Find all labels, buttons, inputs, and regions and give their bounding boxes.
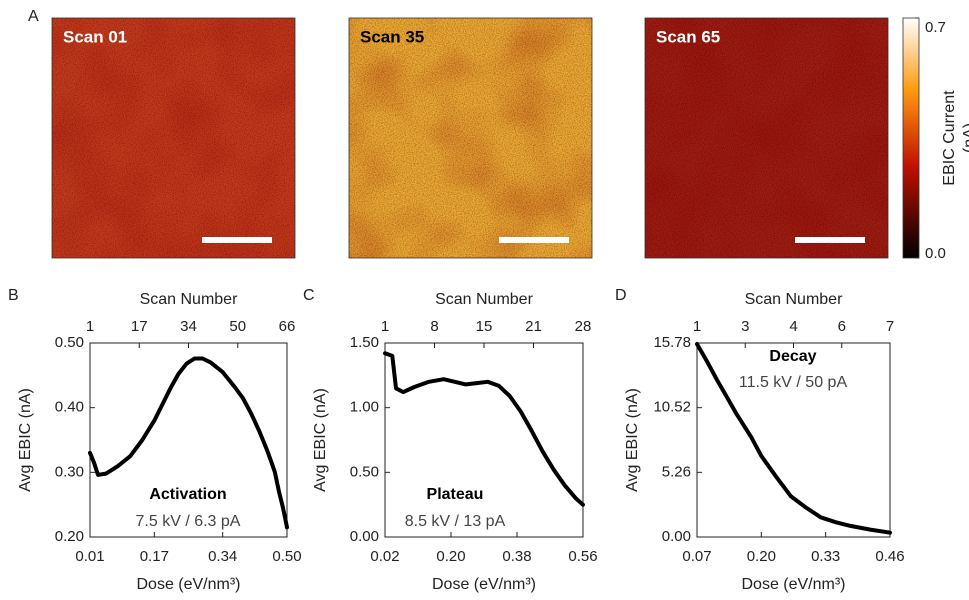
x2-axis-label: Scan Number	[140, 291, 238, 308]
panel-label: D	[615, 287, 627, 304]
x2-tick-label: 4	[789, 318, 797, 335]
image-title: Scan 01	[63, 27, 127, 46]
x-tick-label: 0.17	[140, 548, 169, 565]
annotation: 7.5 kV / 6.3 pA	[136, 513, 241, 530]
y-tick-label: 0.30	[55, 463, 84, 480]
y-tick-label: 15.78	[653, 334, 691, 351]
x2-tick-label: 21	[525, 318, 542, 335]
x-tick-label: 0.38	[502, 548, 531, 565]
scale-bar	[499, 237, 569, 243]
scale-bar	[795, 237, 865, 243]
x-tick-label: 0.46	[875, 548, 904, 565]
colorbar-tick-label: 0.0	[925, 245, 946, 262]
x2-tick-label: 28	[575, 318, 592, 335]
y-tick-label: 0.00	[350, 528, 379, 545]
x2-axis-label: Scan Number	[435, 291, 533, 308]
y-tick-label: 1.50	[350, 334, 379, 351]
x-tick-label: 0.34	[208, 548, 237, 565]
image-noise	[52, 18, 295, 258]
y-tick-label: 10.52	[653, 399, 691, 416]
plot-frame	[696, 342, 891, 538]
image-title: Scan 65	[656, 27, 720, 46]
x2-tick-label: 6	[838, 318, 846, 335]
plot-frame	[89, 342, 288, 538]
x2-tick-label: 1	[381, 318, 389, 335]
y-tick-label: 1.00	[350, 399, 379, 416]
x-tick-label: 0.07	[682, 548, 711, 565]
annotation: Decay	[769, 348, 816, 365]
colorbar-label: EBIC Current	[941, 90, 958, 186]
x2-tick-label: 1	[693, 318, 701, 335]
x-tick-label: 0.01	[75, 548, 104, 565]
x2-tick-label: 7	[886, 318, 894, 335]
x-axis-label: Dose (eV/nm³)	[432, 576, 536, 593]
x2-tick-label: 3	[741, 318, 749, 335]
image-title: Scan 35	[360, 27, 424, 46]
x2-tick-label: 17	[131, 318, 148, 335]
x-tick-label: 0.02	[370, 548, 399, 565]
x2-axis-label: Scan Number	[745, 291, 843, 308]
x2-tick-label: 34	[180, 318, 197, 335]
y-tick-label: 5.26	[662, 463, 691, 480]
image-noise	[645, 18, 888, 258]
y-tick-label: 0.40	[55, 399, 84, 416]
y-axis-label: Avg EBIC (nA)	[624, 388, 641, 492]
y-axis-label: Avg EBIC (nA)	[17, 388, 34, 492]
data-line	[695, 342, 892, 535]
annotation: Plateau	[427, 486, 484, 503]
plot-frame	[384, 342, 584, 538]
colorbar	[902, 17, 920, 259]
y-tick-label: 0.50	[350, 463, 379, 480]
y-tick-label: 0.20	[55, 528, 84, 545]
annotation: 11.5 kV / 50 pA	[739, 374, 848, 391]
annotation: 8.5 kV / 13 pA	[405, 513, 506, 530]
image-noise	[349, 18, 592, 258]
colorbar-label: (nA)	[961, 123, 969, 153]
x-axis-label: Dose (eV/nm³)	[136, 576, 240, 593]
x-tick-label: 0.33	[811, 548, 840, 565]
panel-label: C	[303, 287, 315, 304]
x-tick-label: 0.56	[568, 548, 597, 565]
annotation: Activation	[149, 486, 226, 503]
panel-label: A	[28, 8, 39, 25]
x-tick-label: 0.20	[747, 548, 776, 565]
y-tick-label: 0.50	[55, 334, 84, 351]
scale-bar	[202, 237, 272, 243]
x-axis-label: Dose (eV/nm³)	[741, 576, 845, 593]
x2-tick-label: 66	[279, 318, 296, 335]
x2-tick-label: 8	[430, 318, 438, 335]
x2-tick-label: 15	[476, 318, 493, 335]
x2-tick-label: 1	[86, 318, 94, 335]
panel-label: B	[8, 287, 19, 304]
data-line	[88, 356, 289, 530]
colorbar-tick-label: 0.7	[925, 19, 946, 36]
y-tick-label: 0.00	[662, 528, 691, 545]
y-axis-label: Avg EBIC (nA)	[312, 388, 329, 492]
x-tick-label: 0.50	[272, 548, 301, 565]
data-line	[383, 351, 585, 507]
x-tick-label: 0.20	[436, 548, 465, 565]
x2-tick-label: 50	[229, 318, 246, 335]
